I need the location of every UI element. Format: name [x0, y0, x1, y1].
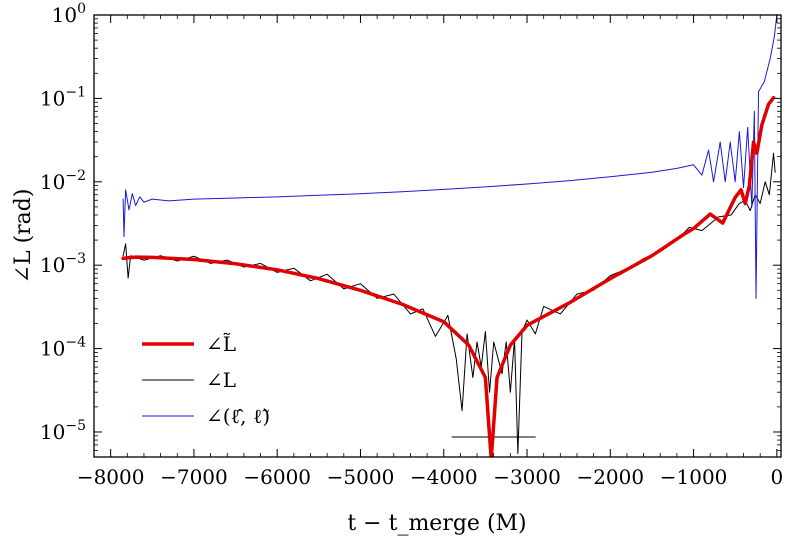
series-line-ell-hat-tilde — [122, 15, 778, 299]
axis-ticks — [94, 14, 781, 457]
legend-label: ∠L̃ — [206, 332, 236, 356]
x-tick-label: −6000 — [243, 465, 311, 489]
y-tick-label: 10−5 — [40, 418, 86, 444]
legend-label: ∠(ℓ̂, ℓ̃) — [206, 404, 270, 428]
y-tick-label: 10−4 — [40, 335, 86, 361]
x-tick-label: 0 — [770, 465, 783, 489]
x-tick-label: −8000 — [77, 465, 145, 489]
y-tick-label: 10−1 — [40, 84, 86, 110]
y-axis-title: ∠L (rad) — [11, 189, 36, 284]
x-tick-label: −5000 — [327, 465, 395, 489]
x-tick-label: −1000 — [660, 465, 728, 489]
x-tick-label: −3000 — [493, 465, 561, 489]
legend: ∠L̃ ∠L ∠(ℓ̂, ℓ̃) — [142, 332, 270, 428]
y-tick-label: 10−3 — [40, 251, 86, 277]
legend-label: ∠L — [206, 368, 236, 392]
y-tick-label: 10−2 — [40, 168, 86, 194]
plot-frame — [93, 14, 782, 458]
series-layer — [121, 15, 778, 457]
x-axis-title: t − t_merge (M) — [347, 511, 526, 536]
x-tick-label: −2000 — [576, 465, 644, 489]
x-tick-label: −4000 — [410, 465, 478, 489]
y-tick-label: 100 — [52, 1, 86, 27]
x-tick-label: −7000 — [160, 465, 228, 489]
series-line-L-tilde — [121, 95, 776, 457]
tick-labels: −8000 −7000 −6000 −5000 −4000 −3000 −2000 −1000… — [40, 1, 783, 489]
